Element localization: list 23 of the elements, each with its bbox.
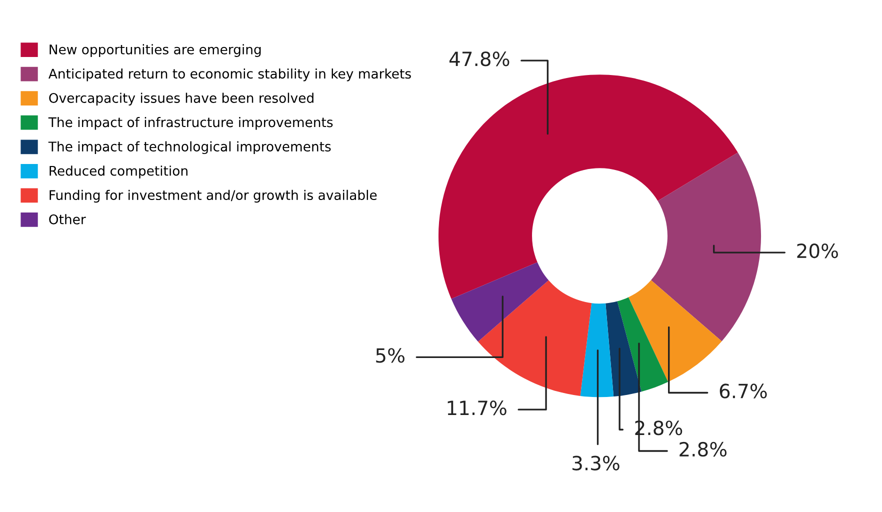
data-label: 47.8% bbox=[449, 52, 510, 66]
donut-slice bbox=[438, 74, 738, 299]
legend-label: Anticipated return to economic stability in key markets bbox=[48, 68, 411, 82]
legend-label: The impact of technological improvements bbox=[48, 141, 331, 154]
legend-label: Overcapacity issues have been resolved bbox=[49, 92, 314, 106]
data-label: 5% bbox=[376, 348, 404, 363]
donut-slice bbox=[628, 280, 722, 382]
donut-slice bbox=[617, 297, 668, 392]
donut-slice bbox=[651, 152, 762, 342]
legend-label: The impact of infrastructure improvements bbox=[48, 117, 333, 130]
data-label: 11.7% bbox=[448, 400, 506, 416]
data-label: 2.8% bbox=[680, 442, 727, 457]
legend-label: New opportunities are emerging bbox=[50, 44, 261, 57]
data-label: 6.7% bbox=[720, 384, 767, 398]
donut-slice bbox=[451, 262, 549, 342]
legend-label: Funding for investment and/or growth is available bbox=[50, 190, 377, 203]
donut-slice bbox=[478, 280, 592, 396]
data-label: 20% bbox=[797, 243, 838, 258]
donut-slice bbox=[606, 301, 642, 397]
legend-label: Reduced competition bbox=[50, 166, 188, 178]
data-label: 3.3% bbox=[572, 456, 620, 470]
donut-slice bbox=[580, 303, 614, 398]
legend-label: Other bbox=[49, 214, 86, 224]
